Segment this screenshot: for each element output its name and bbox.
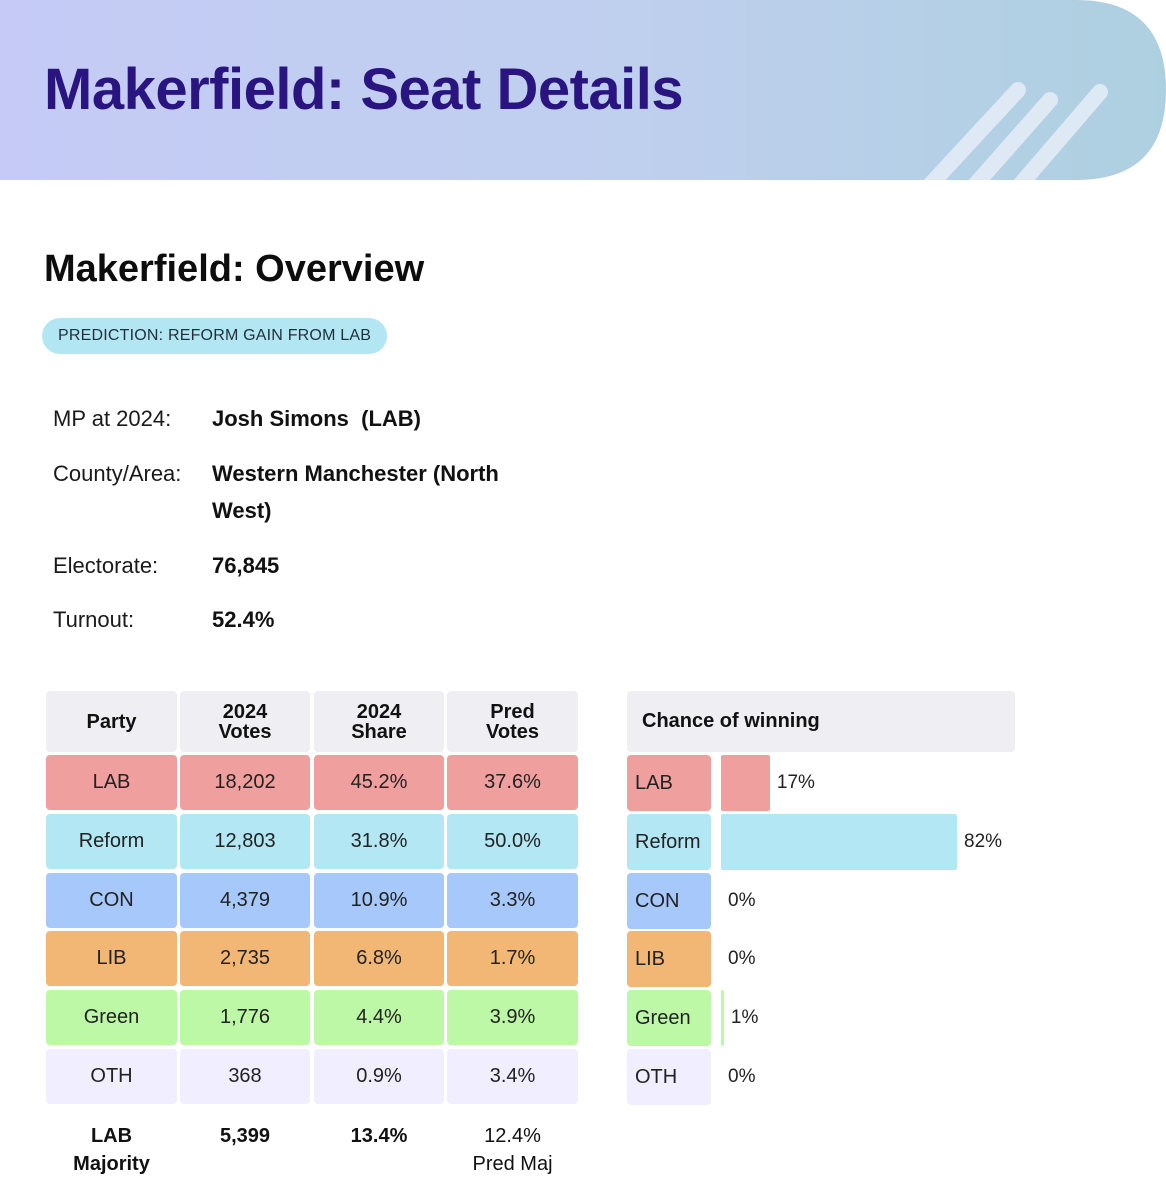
- chance-percent: 1%: [730, 1007, 759, 1028]
- chance-bar: [721, 990, 724, 1046]
- table-cell-votes-2024: 18,202: [180, 755, 310, 810]
- table-cell-party: CON: [46, 873, 177, 928]
- table-cell-party: Green: [46, 990, 177, 1045]
- header-2024-share: 2024 Share: [314, 691, 444, 752]
- table-cell-pred-votes: 50.0%: [447, 814, 578, 869]
- header-2024-votes: 2024 Votes: [180, 691, 310, 752]
- table-cell-share-2024: 6.8%: [314, 931, 444, 986]
- info-row-area: County/Area: Western Manchester (North W…: [53, 455, 527, 529]
- chance-percent: 17%: [776, 772, 815, 793]
- majority-votes: 5,399: [219, 1125, 271, 1147]
- table-cell-pred-votes: 3.4%: [447, 1049, 578, 1104]
- majority-label: LAB Majority: [73, 1125, 150, 1175]
- mp-label: MP at 2024:: [53, 406, 172, 431]
- chance-header: Chance of winning: [627, 691, 1015, 752]
- table-cell-party: LIB: [46, 931, 177, 986]
- turnout-label: Turnout:: [53, 607, 135, 632]
- table-cell-pred-votes: 3.9%: [447, 990, 578, 1045]
- table-cell-party: LAB: [46, 755, 177, 810]
- table-cell-votes-2024: 1,776: [180, 990, 310, 1045]
- chance-party-label: CON: [627, 873, 711, 929]
- info-row-turnout: Turnout: 52.4%: [53, 601, 542, 638]
- table-cell-share-2024: 4.4%: [314, 990, 444, 1045]
- banner-decoration: [0, 0, 1166, 180]
- table-cell-votes-2024: 12,803: [180, 814, 310, 869]
- prediction-badge: PREDICTION: REFORM GAIN FROM LAB: [42, 318, 388, 354]
- table-cell-share-2024: 31.8%: [314, 814, 444, 869]
- header-party: Party: [46, 691, 177, 752]
- table-cell-votes-2024: 4,379: [180, 873, 310, 928]
- info-row-mp: MP at 2024: Josh Simons (LAB): [53, 400, 542, 437]
- chance-percent: 0%: [728, 948, 756, 969]
- table-cell-pred-votes: 1.7%: [447, 931, 578, 986]
- table-cell-pred-votes: 37.6%: [447, 755, 578, 810]
- table-cell-party: Reform: [46, 814, 177, 869]
- header-pred-votes: Pred Votes: [447, 691, 578, 752]
- area-label: County/Area:: [53, 461, 182, 486]
- chance-party-label: Green: [627, 990, 711, 1046]
- chance-party-label: LIB: [627, 931, 711, 987]
- electorate-label: Electorate:: [53, 553, 159, 578]
- chance-party-label: LAB: [627, 755, 711, 811]
- table-cell-party: OTH: [46, 1049, 177, 1104]
- mp-value: Josh Simons (LAB): [212, 406, 422, 431]
- info-row-electorate: Electorate: 76,845: [53, 547, 542, 584]
- page-title: Makerfield: Seat Details: [44, 57, 684, 122]
- header-banner: Makerfield: Seat Details: [0, 0, 1166, 180]
- table-cell-votes-2024: 368: [180, 1049, 310, 1104]
- table-cell-share-2024: 45.2%: [314, 755, 444, 810]
- chance-party-label: OTH: [627, 1049, 711, 1105]
- chance-party-label: Reform: [627, 814, 711, 870]
- table-cell-votes-2024: 2,735: [180, 931, 310, 986]
- table-cell-pred-votes: 3.3%: [447, 873, 578, 928]
- table-cell-share-2024: 0.9%: [314, 1049, 444, 1104]
- chance-percent: 82%: [964, 831, 1003, 852]
- electorate-value: 76,845: [212, 553, 280, 578]
- majority-share: 13.4%: [350, 1125, 408, 1147]
- chance-bar: [721, 814, 957, 870]
- chance-bar: [721, 755, 770, 811]
- area-value: Western Manchester (North West): [212, 461, 499, 523]
- table-cell-share-2024: 10.9%: [314, 873, 444, 928]
- overview-title: Makerfield: Overview: [44, 248, 425, 290]
- turnout-value: 52.4%: [212, 607, 275, 632]
- predicted-majority: 12.4% Pred Maj: [472, 1125, 553, 1175]
- chance-percent: 0%: [728, 1066, 756, 1087]
- chance-percent: 0%: [728, 890, 756, 911]
